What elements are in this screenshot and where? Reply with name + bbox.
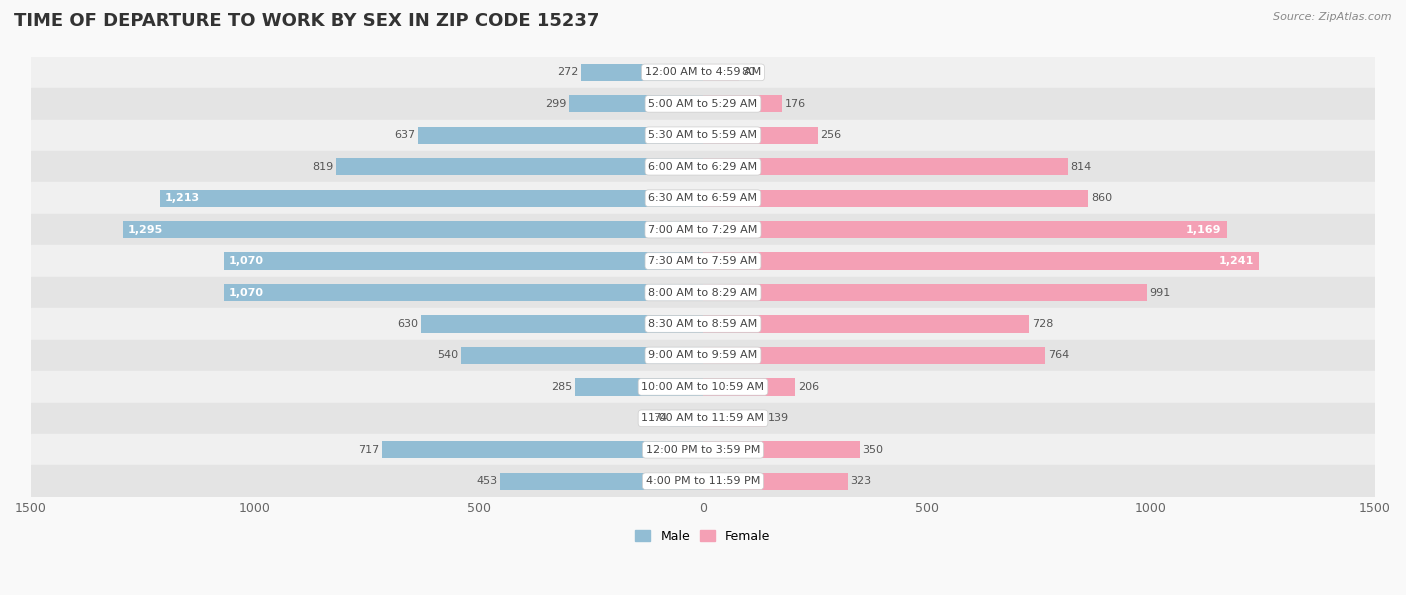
Text: 1,169: 1,169 (1185, 225, 1222, 234)
Text: 4:00 PM to 11:59 PM: 4:00 PM to 11:59 PM (645, 476, 761, 486)
Text: 814: 814 (1070, 162, 1091, 172)
Text: 1,070: 1,070 (229, 256, 264, 266)
Text: 74: 74 (652, 414, 668, 423)
Bar (501, 472, 703, 490)
Text: 176: 176 (785, 99, 806, 109)
Bar (703, 127, 818, 144)
Text: 256: 256 (820, 130, 842, 140)
Bar (159, 190, 703, 207)
Text: 764: 764 (1047, 350, 1069, 361)
Bar (569, 95, 703, 112)
Text: 991: 991 (1150, 287, 1171, 298)
Text: 630: 630 (396, 319, 418, 329)
Text: 5:00 AM to 5:29 AM: 5:00 AM to 5:29 AM (648, 99, 758, 109)
Text: 717: 717 (357, 445, 380, 455)
Bar (703, 95, 782, 112)
Bar (31, 183, 1375, 214)
Bar (703, 410, 765, 427)
Text: 819: 819 (312, 162, 333, 172)
Text: 206: 206 (799, 382, 820, 392)
Bar (224, 284, 703, 301)
Text: 637: 637 (394, 130, 415, 140)
Text: 5:30 AM to 5:59 AM: 5:30 AM to 5:59 AM (648, 130, 758, 140)
Bar (122, 221, 703, 238)
Text: 10:00 AM to 10:59 AM: 10:00 AM to 10:59 AM (641, 382, 765, 392)
Text: 285: 285 (551, 382, 572, 392)
Bar (703, 472, 848, 490)
Bar (31, 57, 1375, 88)
Legend: Male, Female: Male, Female (630, 525, 776, 548)
Text: 12:00 PM to 3:59 PM: 12:00 PM to 3:59 PM (645, 445, 761, 455)
Bar (703, 158, 1067, 176)
Text: 299: 299 (546, 99, 567, 109)
Bar (703, 221, 1227, 238)
Text: 9:00 AM to 9:59 AM: 9:00 AM to 9:59 AM (648, 350, 758, 361)
Bar (669, 410, 703, 427)
Text: 453: 453 (477, 476, 498, 486)
Text: 728: 728 (1032, 319, 1053, 329)
Bar (703, 64, 738, 81)
Text: 540: 540 (437, 350, 458, 361)
Bar (382, 441, 703, 458)
Bar (31, 434, 1375, 465)
Bar (703, 252, 1258, 270)
Bar (703, 284, 1147, 301)
Text: 6:30 AM to 6:59 AM: 6:30 AM to 6:59 AM (648, 193, 758, 203)
Text: 8:00 AM to 8:29 AM: 8:00 AM to 8:29 AM (648, 287, 758, 298)
Text: 80: 80 (741, 67, 755, 77)
Bar (336, 158, 703, 176)
Text: TIME OF DEPARTURE TO WORK BY SEX IN ZIP CODE 15237: TIME OF DEPARTURE TO WORK BY SEX IN ZIP … (14, 12, 599, 30)
Text: 7:30 AM to 7:59 AM: 7:30 AM to 7:59 AM (648, 256, 758, 266)
Bar (31, 465, 1375, 497)
Text: 350: 350 (862, 445, 883, 455)
Bar (31, 245, 1375, 277)
Text: 11:00 AM to 11:59 AM: 11:00 AM to 11:59 AM (641, 414, 765, 423)
Bar (703, 190, 1088, 207)
Bar (31, 340, 1375, 371)
Text: 860: 860 (1091, 193, 1112, 203)
Bar (31, 120, 1375, 151)
Bar (418, 127, 703, 144)
Text: 323: 323 (851, 476, 872, 486)
Bar (31, 277, 1375, 308)
Bar (31, 403, 1375, 434)
Bar (31, 371, 1375, 403)
Text: 139: 139 (768, 414, 789, 423)
Bar (703, 441, 860, 458)
Bar (703, 378, 796, 396)
Bar (703, 347, 1045, 364)
Bar (581, 64, 703, 81)
Text: 8:30 AM to 8:59 AM: 8:30 AM to 8:59 AM (648, 319, 758, 329)
Text: 7:00 AM to 7:29 AM: 7:00 AM to 7:29 AM (648, 225, 758, 234)
Text: 1,213: 1,213 (165, 193, 200, 203)
Bar (461, 347, 703, 364)
Bar (224, 252, 703, 270)
Text: 12:00 AM to 4:59 AM: 12:00 AM to 4:59 AM (645, 67, 761, 77)
Bar (31, 151, 1375, 183)
Bar (31, 88, 1375, 120)
Bar (703, 315, 1029, 333)
Bar (420, 315, 703, 333)
Bar (575, 378, 703, 396)
Text: 1,295: 1,295 (128, 225, 163, 234)
Text: 6:00 AM to 6:29 AM: 6:00 AM to 6:29 AM (648, 162, 758, 172)
Text: 1,070: 1,070 (229, 287, 264, 298)
Bar (31, 214, 1375, 245)
Text: 272: 272 (557, 67, 578, 77)
Bar (31, 308, 1375, 340)
Text: 1,241: 1,241 (1218, 256, 1254, 266)
Text: Source: ZipAtlas.com: Source: ZipAtlas.com (1274, 12, 1392, 22)
